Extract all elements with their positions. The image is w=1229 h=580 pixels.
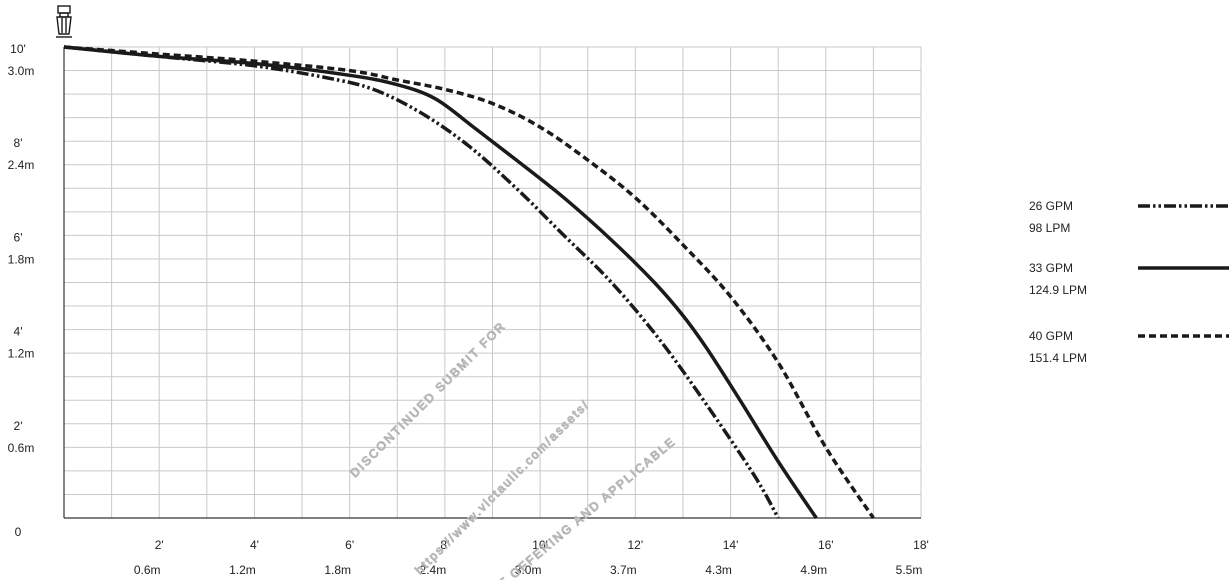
x-tick-label-metric: 4.3m <box>705 563 732 577</box>
x-tick-label-metric: 3.0m <box>515 563 542 577</box>
y-tick-label-metric: 0.6m <box>8 441 35 455</box>
legend-label-40-gpm: 40 GPM <box>1029 329 1073 343</box>
y-tick-label: 8' <box>14 136 23 150</box>
y-tick-label: 10' <box>10 42 26 56</box>
y-tick-label: 0 <box>15 525 22 539</box>
x-tick-label: 6' <box>345 538 354 552</box>
x-tick-label-metric: 4.9m <box>800 563 827 577</box>
y-tick-label-metric: 1.8m <box>8 252 35 266</box>
series-line-40-gpm <box>63 45 875 519</box>
legend-label-33-gpm: 33 GPM <box>1029 261 1073 275</box>
y-tick-label-metric: 1.2m <box>8 347 35 361</box>
x-tick-label-metric: 0.6m <box>134 563 161 577</box>
x-tick-label: 18' <box>913 538 929 552</box>
x-tick-label-metric: 2.4m <box>420 563 447 577</box>
x-tick-label: 16' <box>818 538 834 552</box>
x-tick-label: 14' <box>723 538 739 552</box>
watermark-line-3: NT OFFERING AND APPLICABLE <box>488 434 679 580</box>
grid <box>63 46 922 519</box>
series-lines <box>63 45 875 519</box>
legend-label-metric-33-gpm: 124.9 LPM <box>1029 283 1087 297</box>
y-tick-label-metric: 3.0m <box>8 64 35 78</box>
x-tick-label: 2' <box>155 538 164 552</box>
sprinkler-head-icon <box>56 5 72 38</box>
y-tick-label: 2' <box>14 419 23 433</box>
x-tick-label-metric: 1.2m <box>229 563 256 577</box>
y-tick-label: 6' <box>14 230 23 244</box>
x-tick-label-metric: 3.7m <box>610 563 637 577</box>
x-tick-label: 4' <box>250 538 259 552</box>
legend: 26 GPM 98 LPM 33 GPM 124.9 LPM 40 GPM 151.4 L… <box>1029 199 1229 365</box>
y-tick-label-metric: 2.4m <box>8 158 35 172</box>
legend-label-metric-26-gpm: 98 LPM <box>1029 221 1070 235</box>
x-tick-label-metric: 5.5m <box>896 563 923 577</box>
series-line-26-gpm <box>63 45 780 519</box>
x-tick-label: 10' <box>532 538 548 552</box>
x-tick-label-metric: 1.8m <box>324 563 351 577</box>
series-line-33-gpm <box>63 45 818 519</box>
x-tick-label: 8' <box>440 538 449 552</box>
x-tick-label: 12' <box>628 538 644 552</box>
watermark-line-1: DISCONTINUED SUBMIT FOR <box>347 319 509 481</box>
y-tick-label: 4' <box>14 325 23 339</box>
legend-label-26-gpm: 26 GPM <box>1029 199 1073 213</box>
legend-label-metric-40-gpm: 151.4 LPM <box>1029 351 1087 365</box>
